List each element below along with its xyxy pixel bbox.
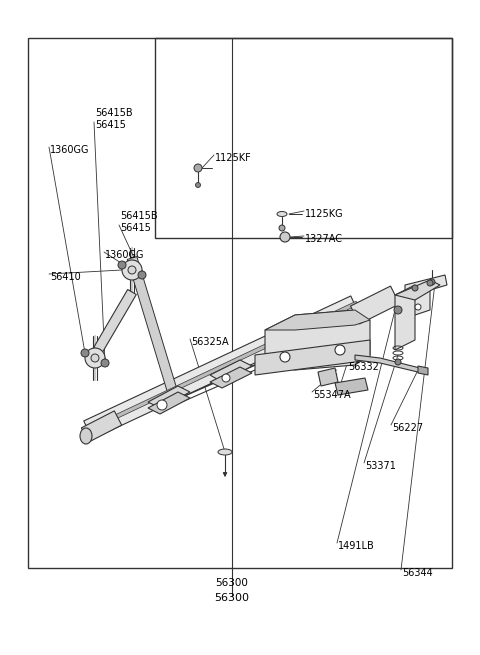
Circle shape [101, 359, 109, 367]
Polygon shape [210, 367, 252, 388]
Ellipse shape [218, 449, 232, 455]
Text: 56415: 56415 [120, 223, 151, 233]
Text: 1491LB: 1491LB [338, 541, 375, 551]
Text: 56415B: 56415B [120, 211, 157, 221]
Text: 56415B: 56415B [95, 108, 132, 118]
Text: 53371: 53371 [365, 461, 396, 471]
Circle shape [394, 306, 402, 314]
Polygon shape [405, 275, 447, 315]
Text: 56300: 56300 [216, 578, 249, 588]
Circle shape [122, 260, 142, 280]
Ellipse shape [80, 428, 92, 444]
Text: 1360GG: 1360GG [50, 145, 89, 155]
Circle shape [128, 266, 136, 274]
Circle shape [279, 225, 285, 231]
Polygon shape [418, 366, 428, 375]
Polygon shape [355, 355, 422, 373]
Circle shape [91, 354, 99, 362]
Polygon shape [395, 285, 415, 350]
Polygon shape [127, 257, 180, 402]
Circle shape [280, 232, 290, 242]
Text: 56344: 56344 [402, 568, 433, 578]
Circle shape [280, 352, 290, 362]
Polygon shape [91, 301, 358, 430]
Polygon shape [350, 286, 399, 324]
Text: 56300: 56300 [215, 593, 250, 603]
Bar [28, 38, 452, 568]
Circle shape [138, 271, 146, 279]
Circle shape [427, 280, 433, 286]
Polygon shape [210, 360, 252, 382]
Text: 55347A: 55347A [313, 390, 350, 400]
Text: 1125KG: 1125KG [305, 209, 344, 219]
Text: 56332: 56332 [348, 362, 379, 372]
Text: 56410: 56410 [50, 272, 81, 282]
Polygon shape [81, 411, 121, 442]
Text: 1125KF: 1125KF [215, 153, 252, 163]
Circle shape [335, 345, 345, 355]
Polygon shape [84, 296, 359, 439]
Text: 1327AC: 1327AC [305, 234, 343, 244]
Ellipse shape [277, 212, 287, 217]
Circle shape [395, 359, 401, 365]
Text: 56325A: 56325A [191, 337, 228, 347]
Text: 1360GG: 1360GG [105, 250, 144, 260]
Polygon shape [265, 310, 370, 330]
Circle shape [194, 164, 202, 172]
Circle shape [222, 374, 230, 382]
Polygon shape [335, 378, 368, 395]
Polygon shape [255, 340, 370, 375]
Polygon shape [148, 392, 190, 414]
Circle shape [415, 304, 421, 310]
Polygon shape [395, 280, 440, 300]
Text: 56415: 56415 [95, 120, 126, 130]
Text: 56227: 56227 [392, 423, 423, 433]
Circle shape [85, 348, 105, 368]
Circle shape [81, 349, 89, 357]
Polygon shape [318, 368, 338, 386]
Circle shape [429, 279, 435, 285]
Polygon shape [148, 386, 190, 408]
Circle shape [195, 183, 201, 187]
Bar [155, 38, 452, 238]
Polygon shape [265, 310, 370, 370]
Circle shape [118, 261, 126, 269]
Circle shape [412, 285, 418, 291]
Circle shape [157, 400, 167, 410]
Polygon shape [94, 290, 136, 352]
